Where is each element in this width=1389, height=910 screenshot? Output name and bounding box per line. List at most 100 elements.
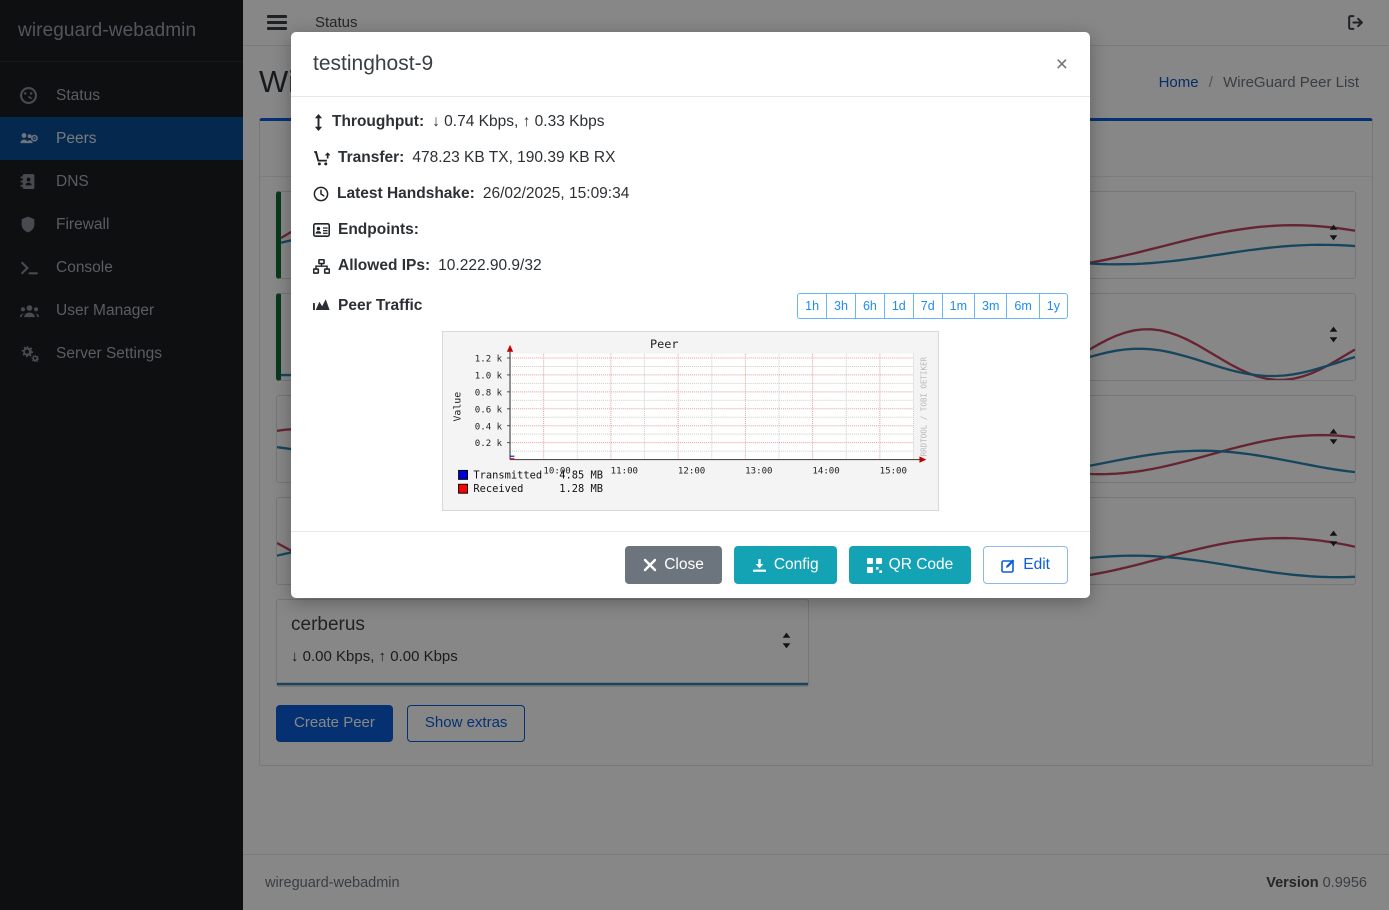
pencil-icon bbox=[1001, 558, 1016, 573]
svg-text:4.85 MB: 4.85 MB bbox=[559, 469, 603, 481]
sidebar-brand: wireguard-webadmin bbox=[0, 0, 243, 62]
range-button-1y[interactable]: 1y bbox=[1038, 293, 1068, 319]
shield-icon bbox=[20, 216, 42, 233]
sidebar-item-label: Firewall bbox=[56, 215, 110, 233]
logout-icon[interactable] bbox=[1346, 13, 1365, 32]
users-icon bbox=[20, 303, 42, 319]
svg-text:Received: Received bbox=[473, 483, 523, 495]
range-button-7d[interactable]: 7d bbox=[912, 293, 942, 319]
handshake-row: Latest Handshake: 26/02/2025, 15:09:34 bbox=[313, 185, 1068, 203]
peer-detail-modal: testinghost-9 × Throughput: ↓ 0.74 Kbps,… bbox=[291, 32, 1090, 599]
range-button-3m[interactable]: 3m bbox=[974, 293, 1007, 319]
create-peer-button[interactable]: Create Peer bbox=[276, 705, 393, 742]
qr-code-button[interactable]: QR Code bbox=[848, 546, 972, 585]
range-button-6m[interactable]: 6m bbox=[1006, 293, 1039, 319]
sort-toggle-icon[interactable] bbox=[1328, 326, 1339, 345]
topnav-status-link[interactable]: Status bbox=[315, 14, 358, 31]
sidebar-item-firewall[interactable]: Firewall bbox=[0, 203, 243, 246]
sort-toggle-icon[interactable] bbox=[781, 632, 792, 651]
range-button-3h[interactable]: 3h bbox=[826, 293, 855, 319]
footer-version-label: Version bbox=[1266, 874, 1319, 891]
time-range-button-group: 1h 3h 6h 1d 7d 1m 3m 6m 1y bbox=[797, 293, 1068, 319]
sidebar-item-label: Console bbox=[56, 258, 113, 276]
close-button-label: Close bbox=[664, 556, 704, 573]
handshake-label: Latest Handshake: bbox=[337, 185, 475, 202]
terminal-icon bbox=[20, 260, 42, 276]
svg-text:0.8 k: 0.8 k bbox=[475, 388, 503, 398]
range-button-6h[interactable]: 6h bbox=[854, 293, 884, 319]
download-icon bbox=[752, 558, 767, 573]
svg-text:0.6 k: 0.6 k bbox=[475, 405, 503, 415]
svg-text:14:00: 14:00 bbox=[812, 466, 839, 476]
throughput-up-value: 0.33 Kbps bbox=[534, 113, 605, 130]
breadcrumb: Home / WireGuard Peer List bbox=[1159, 74, 1359, 91]
download-arrow-icon: ↓ bbox=[432, 113, 440, 130]
transfer-row: Transfer: 478.23 KB TX, 190.39 KB RX bbox=[313, 149, 1068, 167]
svg-text:1.0 k: 1.0 k bbox=[475, 371, 503, 381]
svg-text:12:00: 12:00 bbox=[678, 466, 705, 476]
area-chart-icon bbox=[313, 297, 330, 316]
address-book-icon bbox=[20, 173, 42, 190]
throughput-down-value: 0.74 Kbps bbox=[444, 113, 514, 130]
breadcrumb-current: WireGuard Peer List bbox=[1223, 73, 1359, 91]
x-icon bbox=[643, 558, 657, 572]
sidebar-item-label: Status bbox=[56, 86, 100, 104]
close-icon[interactable]: × bbox=[1055, 52, 1068, 76]
sidebar-item-label: Server Settings bbox=[56, 344, 162, 362]
modal-header: testinghost-9 × bbox=[291, 32, 1090, 97]
peer-traffic-chart[interactable]: 0.2 k 0.4 k 0.6 k 0.8 k 1.0 k 1.2 k 10:00 11:00… bbox=[442, 331, 939, 511]
footer: wireguard-webadmin Version 0.9956 bbox=[243, 854, 1389, 910]
modal-title: testinghost-9 bbox=[313, 52, 434, 75]
svg-text:Transmitted: Transmitted bbox=[473, 469, 542, 481]
close-button[interactable]: Close bbox=[625, 546, 722, 585]
allowed-ips-row: Allowed IPs: 10.222.90.9/32 bbox=[313, 257, 1068, 275]
peer-traffic-label: Peer Traffic bbox=[338, 297, 423, 314]
edit-button[interactable]: Edit bbox=[983, 546, 1068, 585]
throughput-row: Throughput: ↓ 0.74 Kbps, ↑ 0.33 Kbps bbox=[313, 113, 1068, 131]
sidebar-item-peers[interactable]: Peers bbox=[0, 117, 243, 160]
svg-text:RRDTOOL / TOBI OETIKER: RRDTOOL / TOBI OETIKER bbox=[919, 357, 928, 457]
sidebar-item-console[interactable]: Console bbox=[0, 246, 243, 289]
modal-body: Throughput: ↓ 0.74 Kbps, ↑ 0.33 Kbps Tra… bbox=[291, 97, 1090, 531]
id-card-icon bbox=[313, 223, 330, 237]
range-button-1m[interactable]: 1m bbox=[941, 293, 975, 319]
throughput-label: Throughput: bbox=[332, 113, 425, 130]
show-extras-button[interactable]: Show extras bbox=[406, 705, 526, 742]
footer-version-value: 0.9956 bbox=[1322, 874, 1367, 891]
endpoints-row: Endpoints: bbox=[313, 221, 1068, 239]
allowed-ips-value: 10.222.90.9/32 bbox=[438, 257, 542, 274]
sidebar-item-status[interactable]: Status bbox=[0, 74, 243, 117]
range-button-1d[interactable]: 1d bbox=[883, 293, 913, 319]
transfer-icon bbox=[313, 150, 330, 166]
sidebar-item-label: User Manager bbox=[56, 301, 155, 319]
endpoints-label: Endpoints: bbox=[338, 221, 419, 238]
peer-sparkline bbox=[277, 682, 808, 686]
transfer-value: 478.23 KB TX, 190.39 KB RX bbox=[412, 149, 616, 166]
config-button[interactable]: Config bbox=[733, 546, 837, 585]
sidebar-item-label: DNS bbox=[56, 172, 89, 190]
hamburger-icon[interactable] bbox=[267, 11, 287, 33]
svg-text:1.2 k: 1.2 k bbox=[475, 355, 503, 365]
handshake-value: 26/02/2025, 15:09:34 bbox=[482, 185, 630, 202]
throughput-comma: , bbox=[513, 113, 519, 130]
peer-name: cerberus bbox=[291, 614, 365, 635]
range-button-1h[interactable]: 1h bbox=[797, 293, 827, 319]
edit-button-label: Edit bbox=[1023, 556, 1050, 573]
sidebar-item-dns[interactable]: DNS bbox=[0, 160, 243, 203]
sort-toggle-icon[interactable] bbox=[1328, 530, 1339, 549]
sort-toggle-icon[interactable] bbox=[1328, 428, 1339, 447]
upload-arrow-icon: ↑ bbox=[522, 113, 531, 130]
sidebar-item-user-manager[interactable]: User Manager bbox=[0, 289, 243, 332]
sort-toggle-icon[interactable] bbox=[1328, 224, 1339, 243]
sidebar-item-server-settings[interactable]: Server Settings bbox=[0, 332, 243, 375]
svg-text:Peer: Peer bbox=[650, 337, 679, 351]
svg-text:Value: Value bbox=[453, 392, 464, 422]
svg-text:13:00: 13:00 bbox=[745, 466, 772, 476]
peer-card[interactable]: cerberus ↓ 0.00 Kbps, ↑ 0.00 Kbps bbox=[276, 599, 809, 687]
throughput-value: ↓ 0.74 Kbps, ↑ 0.33 Kbps bbox=[432, 113, 604, 131]
svg-text:11:00: 11:00 bbox=[611, 466, 638, 476]
clock-icon bbox=[313, 186, 329, 202]
peers-icon bbox=[20, 130, 42, 147]
svg-text:10:00: 10:00 bbox=[543, 466, 570, 476]
breadcrumb-home-link[interactable]: Home bbox=[1158, 73, 1199, 91]
